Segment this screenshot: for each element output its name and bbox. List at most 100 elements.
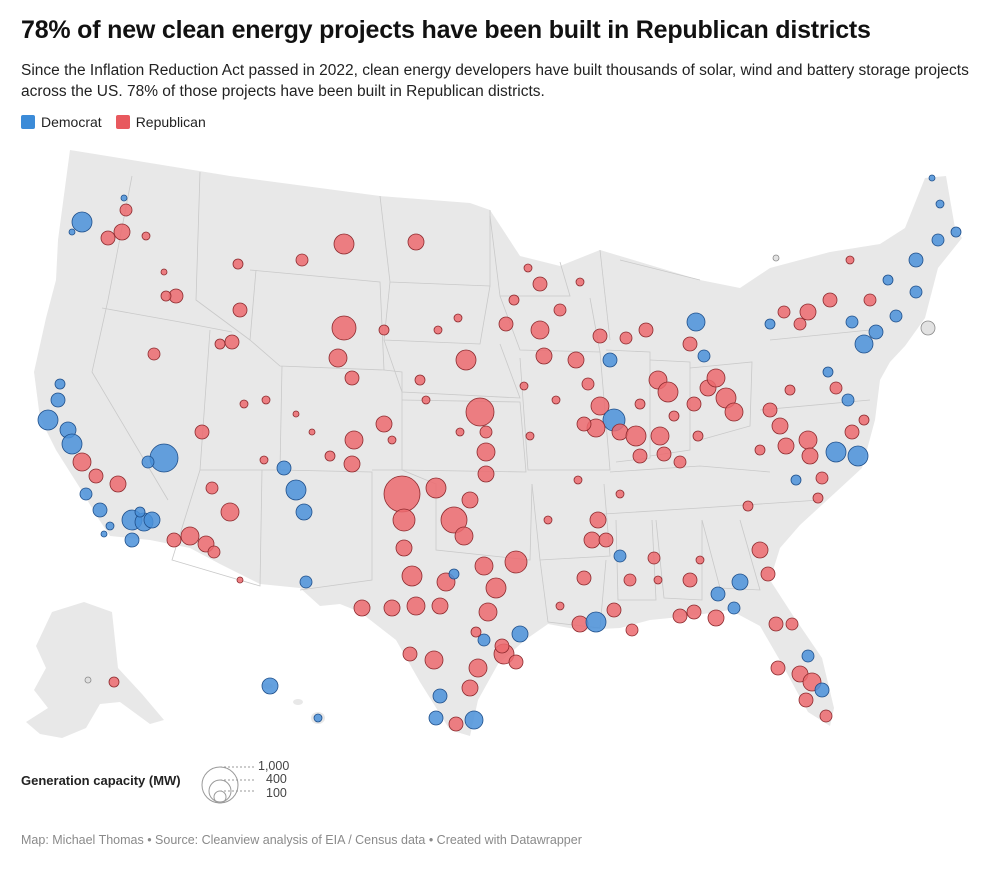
democrat-project-bubble[interactable] [511,625,529,643]
republican-project-bubble[interactable] [424,650,444,670]
republican-project-bubble[interactable] [207,545,221,559]
democrat-project-bubble[interactable] [428,710,444,726]
democrat-project-bubble[interactable] [847,445,869,467]
republican-project-bubble[interactable] [261,395,271,405]
democrat-project-bubble[interactable] [686,312,706,332]
republican-project-bubble[interactable] [771,417,789,435]
republican-project-bubble[interactable] [465,397,495,427]
democrat-project-bubble[interactable] [276,460,292,476]
republican-project-bubble[interactable] [180,526,200,546]
republican-project-bubble[interactable] [673,455,687,469]
republican-project-bubble[interactable] [147,347,161,361]
republican-project-bubble[interactable] [421,395,431,405]
republican-project-bubble[interactable] [454,526,474,546]
republican-project-bubble[interactable] [239,399,249,409]
republican-project-bubble[interactable] [259,455,269,465]
democrat-project-bubble[interactable] [841,393,855,407]
republican-project-bubble[interactable] [844,424,860,440]
republican-project-bubble[interactable] [576,570,592,586]
republican-project-bubble[interactable] [647,551,661,565]
democrat-project-bubble[interactable] [71,211,93,233]
republican-project-bubble[interactable] [468,658,488,678]
democrat-project-bubble[interactable] [909,285,923,299]
republican-project-bubble[interactable] [232,258,244,270]
democrat-project-bubble[interactable] [61,433,83,455]
republican-project-bubble[interactable] [784,384,796,396]
republican-project-bubble[interactable] [160,268,168,276]
republican-project-bubble[interactable] [686,604,702,620]
republican-project-bubble[interactable] [785,617,799,631]
republican-project-bubble[interactable] [845,255,855,265]
democrat-project-bubble[interactable] [814,682,830,698]
republican-project-bubble[interactable] [686,396,702,412]
republican-project-bubble[interactable] [461,679,479,697]
democrat-project-bubble[interactable] [313,713,323,723]
republican-project-bubble[interactable] [657,381,679,403]
republican-project-bubble[interactable] [606,602,622,618]
republican-project-bubble[interactable] [333,233,355,255]
republican-project-bubble[interactable] [324,450,336,462]
democrat-project-bubble[interactable] [585,611,607,633]
democrat-project-bubble[interactable] [464,710,484,730]
democrat-project-bubble[interactable] [764,318,776,330]
republican-project-bubble[interactable] [402,646,418,662]
democrat-project-bubble[interactable] [432,688,448,704]
democrat-project-bubble[interactable] [261,677,279,695]
republican-project-bubble[interactable] [555,601,565,611]
republican-project-bubble[interactable] [798,692,814,708]
democrat-project-bubble[interactable] [710,586,726,602]
republican-project-bubble[interactable] [592,328,608,344]
democrat-project-bubble[interactable] [825,441,847,463]
republican-project-bubble[interactable] [573,475,583,485]
unassigned-project-bubble[interactable] [920,320,936,336]
unassigned-project-bubble[interactable] [772,254,780,262]
republican-project-bubble[interactable] [100,230,116,246]
democrat-project-bubble[interactable] [141,455,155,469]
democrat-project-bubble[interactable] [68,228,76,236]
republican-project-bubble[interactable] [508,654,524,670]
republican-project-bubble[interactable] [455,349,477,371]
republican-project-bubble[interactable] [498,316,514,332]
republican-project-bubble[interactable] [474,556,494,576]
republican-project-bubble[interactable] [553,303,567,317]
democrat-project-bubble[interactable] [882,274,894,286]
republican-project-bubble[interactable] [530,320,550,340]
republican-project-bubble[interactable] [815,471,829,485]
republican-project-bubble[interactable] [292,410,300,418]
republican-project-bubble[interactable] [571,615,589,633]
democrat-project-bubble[interactable] [931,233,945,247]
republican-project-bubble[interactable] [453,313,463,323]
democrat-project-bubble[interactable] [935,199,945,209]
republican-project-bubble[interactable] [724,402,744,422]
republican-project-bubble[interactable] [476,442,496,462]
republican-project-bubble[interactable] [194,424,210,440]
republican-project-bubble[interactable] [525,431,535,441]
republican-project-bubble[interactable] [801,447,819,465]
republican-project-bubble[interactable] [754,444,766,456]
republican-project-bubble[interactable] [383,475,421,513]
republican-project-bubble[interactable] [695,555,705,565]
republican-project-bubble[interactable] [762,402,778,418]
republican-project-bubble[interactable] [431,597,449,615]
republican-project-bubble[interactable] [205,481,219,495]
republican-project-bubble[interactable] [461,491,479,509]
republican-project-bubble[interactable] [707,609,725,627]
republican-project-bubble[interactable] [611,423,629,441]
republican-project-bubble[interactable] [798,430,818,450]
democrat-project-bubble[interactable] [143,511,161,529]
democrat-project-bubble[interactable] [92,502,108,518]
democrat-project-bubble[interactable] [727,601,741,615]
democrat-project-bubble[interactable] [822,366,834,378]
democrat-project-bubble[interactable] [889,309,903,323]
republican-project-bubble[interactable] [760,566,776,582]
republican-project-bubble[interactable] [72,452,92,472]
republican-project-bubble[interactable] [682,572,698,588]
democrat-project-bubble[interactable] [845,315,859,329]
democrat-project-bubble[interactable] [37,409,59,431]
republican-project-bubble[interactable] [425,477,447,499]
republican-project-bubble[interactable] [770,660,786,676]
republican-project-bubble[interactable] [119,203,133,217]
republican-project-bubble[interactable] [672,608,688,624]
republican-project-bubble[interactable] [308,428,316,436]
republican-project-bubble[interactable] [638,322,654,338]
